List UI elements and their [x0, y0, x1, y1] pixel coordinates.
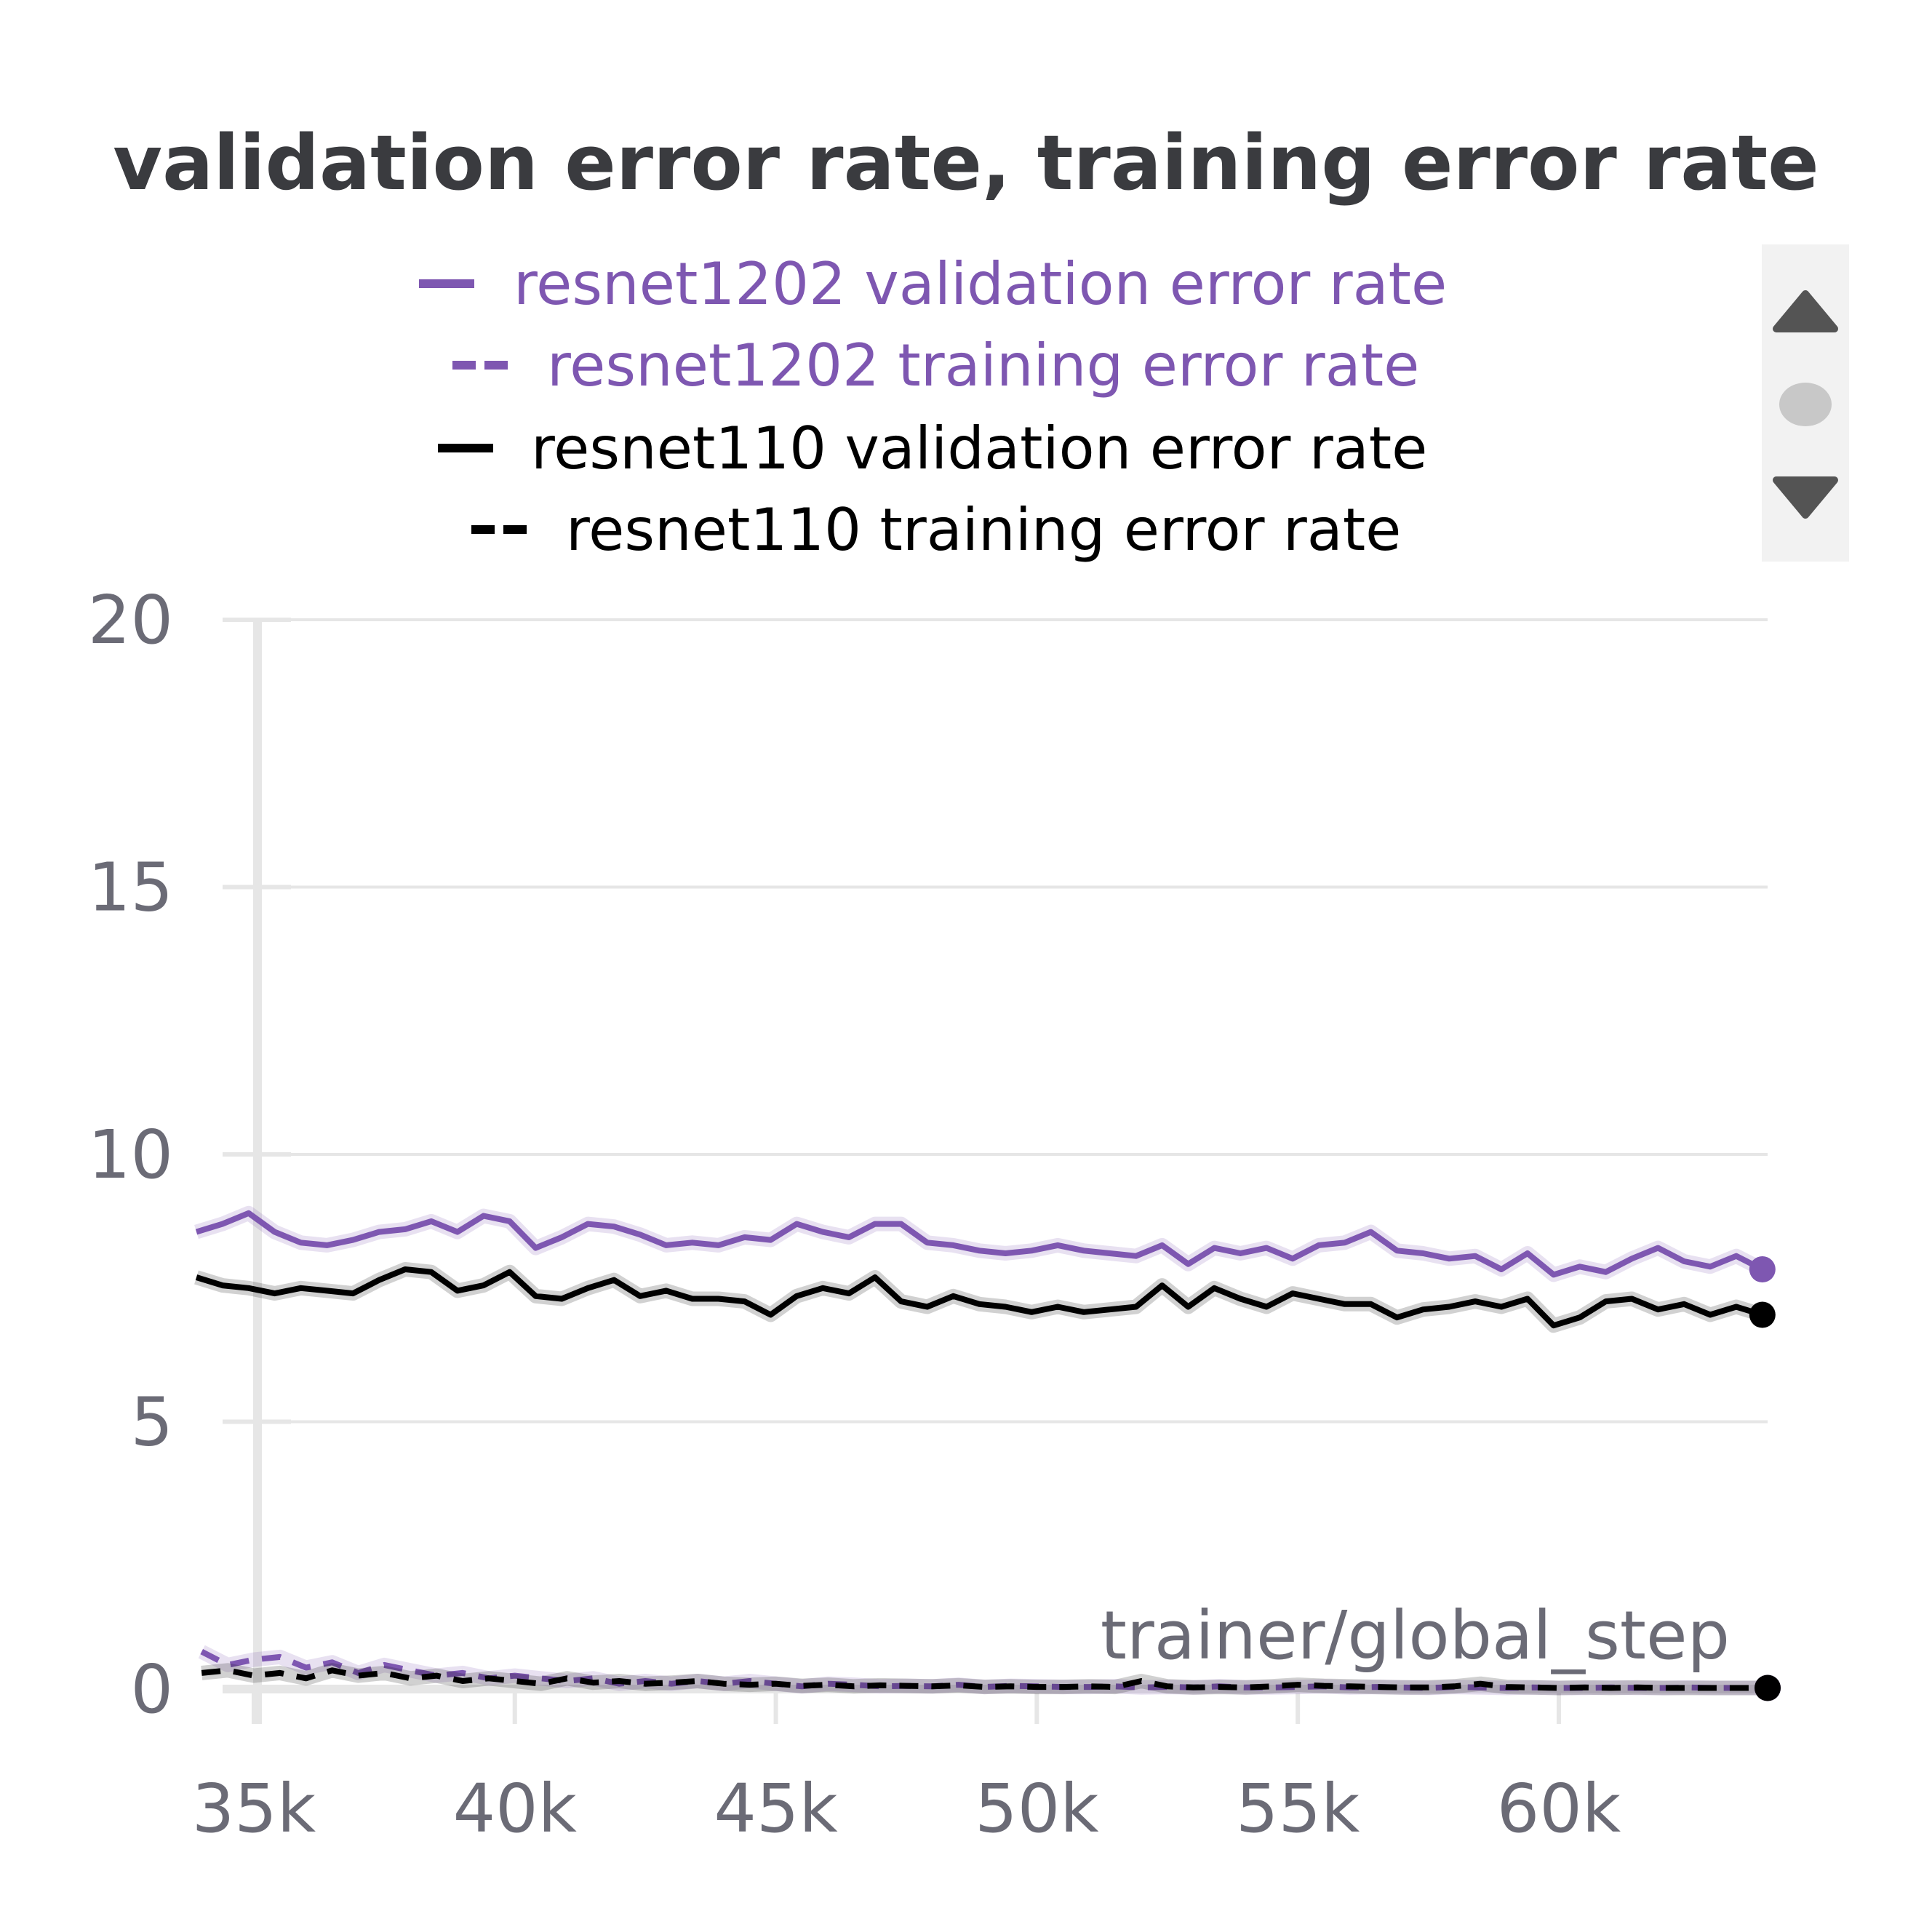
resnet1202-training-error-rate-legend-label[interactable]: resnet1202 training error rate [547, 332, 1419, 399]
legend[interactable]: resnet1202 validation error rate resnet12… [419, 250, 1447, 564]
x-tick-label: 60k [1497, 1770, 1621, 1848]
x-tick-label: 35k [192, 1770, 316, 1848]
triangle-up-icon[interactable] [1773, 290, 1838, 332]
tick-labels: 0 5 10 15 20 35k 40k 45k 50k 55k 60k [88, 581, 1621, 1848]
y-tick-label: 0 [130, 1650, 173, 1728]
resnet1202-validation-error-rate-line [195, 1210, 1764, 1278]
x-tick-label: 50k [975, 1770, 1099, 1848]
resnet110-validation-error-rate-end-marker [1749, 1301, 1776, 1328]
resnet110-validation-error-rate-legend-label[interactable]: resnet110 validation error rate [531, 415, 1427, 482]
chart-title: validation error rate, training error ra… [113, 119, 1819, 207]
y-tick-label: 5 [130, 1384, 173, 1461]
x-tick-label: 40k [453, 1770, 578, 1848]
resnet110-training-error-rate-end-marker [1755, 1674, 1781, 1701]
resnet1202-validation-error-rate-legend-label[interactable]: resnet1202 validation error rate [514, 250, 1447, 318]
y-tick-label: 15 [88, 849, 173, 927]
circle-icon[interactable] [1779, 383, 1832, 426]
axes [223, 620, 1768, 1724]
x-axis-title: trainer/global_step [1101, 1597, 1730, 1674]
triangle-down-icon[interactable] [1773, 476, 1838, 519]
y-tick-label: 10 [88, 1116, 173, 1194]
legend-scroll-controls[interactable] [1762, 244, 1849, 562]
x-tick-label: 45k [714, 1770, 838, 1848]
grid [223, 618, 1768, 1691]
resnet110-training-error-rate-line [201, 1667, 1768, 1691]
resnet110-validation-error-rate-line [195, 1266, 1763, 1329]
plot-area [194, 1205, 1781, 1701]
x-tick-label: 55k [1236, 1770, 1360, 1848]
y-tick-label: 20 [88, 581, 173, 659]
resnet110-training-error-rate-legend-label[interactable]: resnet110 training error rate [566, 496, 1401, 564]
resnet1202-validation-error-rate-end-marker [1749, 1256, 1776, 1283]
